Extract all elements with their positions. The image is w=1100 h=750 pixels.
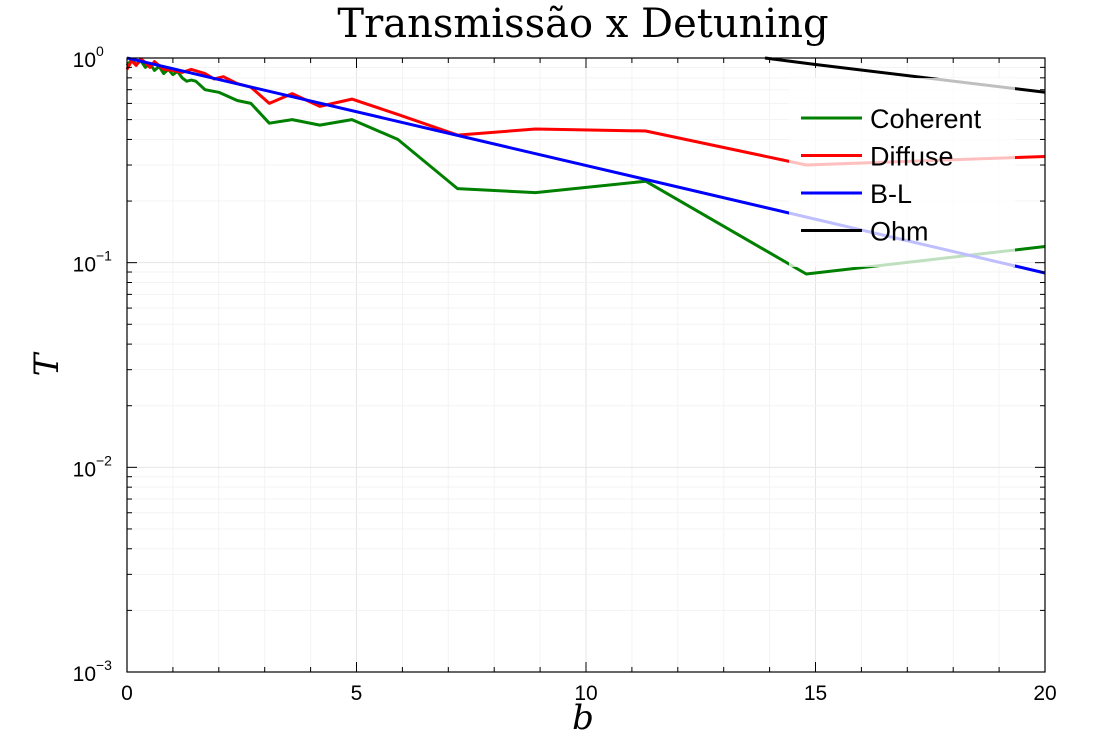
x-tick-label: 20 [1033,682,1056,705]
y-tick-label-base: 10 [73,663,96,686]
legend-label-b-l: B-L [870,179,912,209]
y-tick-label: 10 −2 [73,452,113,481]
y-tick-label-base: 10 [73,49,96,72]
x-tick-label: 0 [121,682,133,705]
x-tick-label: 5 [351,682,363,705]
y-tick-label: 10 −3 [73,657,113,686]
x-axis-label: b [572,698,594,738]
legend-label-ohm: Ohm [870,217,929,247]
y-axis-label: T [27,351,67,376]
legend-box [789,78,1015,267]
x-tick-label: 15 [804,682,827,705]
y-tick-label: 10 −1 [73,248,113,277]
y-tick-label-exponent: 0 [96,43,104,59]
y-tick-label-base: 10 [73,458,96,481]
x-tick-label: 10 [574,682,597,705]
chart-title: Transmissão x Detuning [337,1,828,47]
legend-label-coherent: Coherent [870,104,982,134]
y-tick-label-exponent: −3 [96,657,112,673]
y-tick-label-base: 10 [73,254,96,277]
y-tick-label-exponent: −1 [96,248,112,264]
legend-label-diffuse: Diffuse [870,142,954,172]
y-tick-label-exponent: −2 [96,452,112,468]
y-tick-label: 10 0 [73,43,104,72]
legend: Coherent Diffuse B-L Ohm [789,78,1015,267]
